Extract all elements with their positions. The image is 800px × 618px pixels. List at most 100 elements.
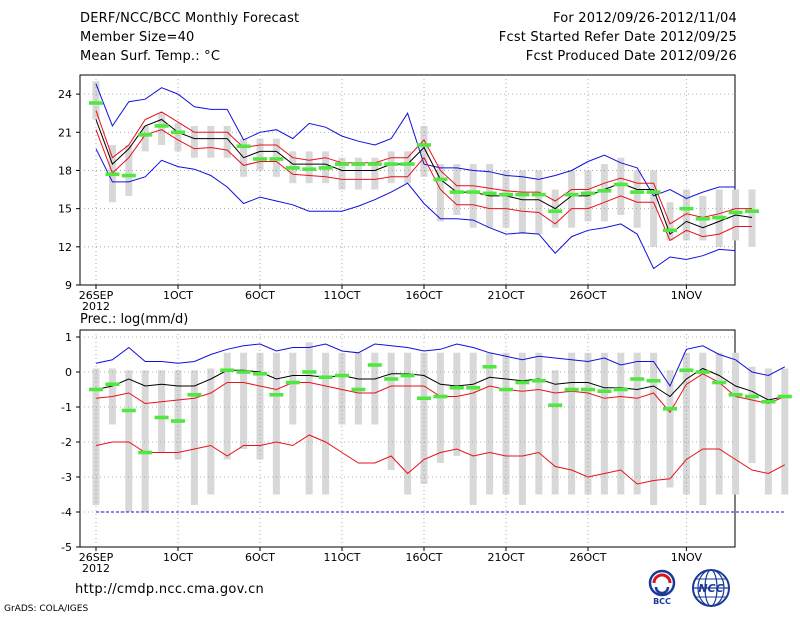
prec-observed-marker [171,419,185,423]
prec-spread-box [699,352,707,505]
temp-spread-box [158,113,166,145]
prec-observed-marker [499,387,513,392]
prec-observed-marker [138,450,153,455]
ncc-logo-text: NCC [698,582,723,595]
produced-date: Fcst Produced Date 2012/09/26 [525,49,737,64]
temp-observed-marker [433,177,448,182]
prec-observed-marker [597,389,612,394]
temp-observed-marker [318,166,333,170]
temp-observed-marker [466,190,481,194]
prec-spread-box [568,352,576,495]
temp-spread-box [338,157,346,190]
prec-x-tick-label: 16OCT [405,551,442,564]
prec-spread-box [633,352,641,495]
temp-observed-marker [417,143,431,147]
temp-y-tick-label: 18 [58,164,72,177]
prec-observed-marker [712,380,727,385]
temp-observed-marker [302,167,317,171]
temp-spread-box [436,164,444,222]
prec-spread-box [650,352,658,505]
prec-panel-title: Prec.: log(mm/d) [80,312,188,327]
prec-y-tick-label: 1 [65,331,72,344]
temp-observed-marker [121,173,136,178]
prec-spread-box [322,352,330,495]
prec-spread-box [453,352,461,456]
temp-upper-quartile-line [95,110,752,225]
prec-observed-marker [335,373,349,378]
prec-spread-box [764,368,772,495]
temp-y-tick-label: 21 [58,126,72,139]
prec-observed-marker [187,392,202,397]
temp-spread-box [469,164,477,228]
prec-observed-marker [220,368,235,373]
prec-observed-marker [384,377,399,381]
prec-y-tick-label: -4 [61,506,72,519]
prec-observed-marker [433,394,448,399]
temp-spread-box [174,123,182,152]
temp-spread-box [354,157,362,190]
prec-spread-box [305,342,313,495]
temp-y-tick-label: 9 [65,279,72,292]
prec-observed-marker [761,399,776,404]
temp-x-tick-label: 6OCT [245,289,275,302]
prec-spread-box [535,352,543,495]
temp-observed-marker [564,192,579,197]
temp-spread-box [535,170,543,235]
temp-min-line [95,148,736,270]
temp-spread-box [141,125,149,152]
prec-observed-marker [367,363,382,367]
prec-observed-marker [531,378,546,383]
prec-spread-box [240,352,248,449]
temp-observed-marker [384,162,399,166]
temp-observed-marker [548,209,563,213]
grads-credit: GrADS: COLA/IGES [4,604,89,614]
temp-spread-box [305,151,313,184]
prec-observed-marker [564,387,579,392]
source-url[interactable]: http://cmdp.ncc.cma.gov.cn [75,582,265,597]
temp-y-tick-label: 12 [58,241,72,254]
temp-observed-marker [285,166,300,170]
prec-observed-marker [285,380,300,385]
prec-spread-box [289,352,297,425]
temp-x-tick-year: 2012 [82,300,110,313]
temp-observed-marker [367,162,382,166]
temp-observed-marker [482,191,497,196]
started-date: Fcst Started Refer Date 2012/09/25 [498,30,737,45]
temp-spread-box [207,125,215,158]
prec-observed-marker [679,368,694,373]
prec-spread-box [502,352,510,495]
temp-x-tick-label: 11OCT [323,289,360,302]
prec-observed-marker [466,385,481,390]
temp-lower-quartile-line [95,129,752,242]
forecast-period: For 2012/09/26-2012/11/04 [553,11,737,26]
prec-observed-marker [728,392,743,397]
temp-observed-marker [679,206,694,211]
temp-spread-box [650,170,658,247]
temp-spread-box [666,202,674,241]
temp-observed-marker [745,209,759,213]
prec-y-tick-label: -1 [61,401,72,414]
prec-spread-box [272,352,280,495]
prec-spread-box [92,368,100,505]
prec-spread-box [223,352,231,460]
temp-x-tick-label: 26SEP [79,289,114,302]
temp-observed-marker [138,133,153,137]
prec-y-tick-label: -5 [61,541,72,554]
temp-observed-marker [105,172,120,177]
prec-y-tick-label: -3 [61,471,72,484]
temp-observed-marker [531,192,546,197]
temp-spread-box [748,189,756,247]
prec-observed-marker [663,406,677,411]
prec-x-tick-label: 11OCT [323,551,360,564]
variable-label: Mean Surf. Temp.: °C [80,49,221,64]
temp-max-line [95,83,736,200]
temp-x-tick-label: 21OCT [487,289,524,302]
prec-spread-box [371,352,379,425]
prec-observed-marker [515,380,530,385]
prec-spread-box [617,352,625,495]
prec-observed-marker [400,373,415,378]
temp-observed-marker [253,157,267,161]
prec-observed-marker [630,377,645,381]
temp-spread-box [190,125,198,158]
temp-observed-marker [351,162,366,166]
